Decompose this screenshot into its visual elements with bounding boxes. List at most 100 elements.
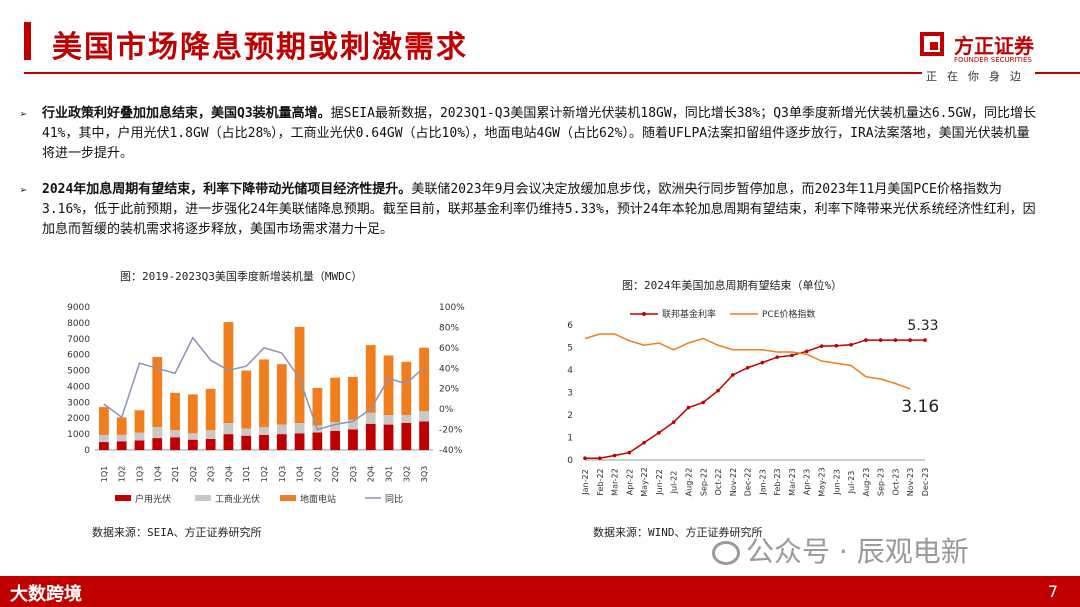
x-tick-label: 1Q3: [135, 466, 144, 482]
bar-segment: [99, 434, 109, 443]
watermark: 公众号 · 辰观电新: [712, 530, 969, 570]
x-tick-label: 3Q1: [385, 466, 394, 482]
data-point: [627, 450, 632, 455]
bar-segment: [116, 417, 127, 435]
bar-segment: [99, 407, 109, 435]
x-tick-label: Apr-22: [625, 469, 634, 495]
pce-annotation: 3.16: [901, 397, 939, 417]
series-line: [585, 339, 925, 459]
bar-segment: [419, 347, 429, 412]
bar-segment: [383, 355, 394, 416]
left-figure-title: 图：2019-2023Q3美国季度新增装机量（MWDC）: [120, 270, 363, 283]
y2-tick-label: 80%: [439, 323, 459, 333]
paragraph-1-lead: 行业政策利好叠加加息结束，美国Q3装机量高增。: [42, 106, 331, 121]
x-tick-label: Jun-22: [655, 469, 664, 496]
bar-segment: [348, 429, 358, 450]
x-tick-label: Sep-22: [699, 468, 708, 496]
x-tick-label: May-23: [818, 467, 827, 496]
bar-segment: [241, 428, 252, 436]
bar-segment: [241, 435, 252, 450]
y2-tick-label: -40%: [439, 446, 463, 456]
bar-segment: [223, 434, 234, 450]
bar-segment: [152, 438, 163, 450]
y2-tick-label: 40%: [439, 364, 459, 374]
y-tick-label: 6000: [67, 351, 90, 361]
bar-segment: [401, 415, 412, 423]
y-tick-label: 8000: [67, 319, 90, 329]
legend-label: 户用光伏: [135, 493, 171, 505]
data-point: [671, 420, 676, 424]
x-tick-label: May-22: [640, 467, 649, 496]
bar-segment: [401, 361, 412, 416]
bar-segment: [241, 370, 252, 429]
bar-segment: [312, 432, 323, 450]
footer-logo: 大数跨境: [10, 584, 82, 605]
x-tick-label: 1Q1: [100, 466, 109, 482]
y-tick-label: 9000: [67, 303, 90, 313]
x-tick-label: 2Q1: [313, 466, 322, 482]
bar-segment: [365, 412, 376, 424]
y-tick-label: 0: [84, 446, 90, 456]
x-tick-label: 2Q3: [349, 466, 358, 482]
bar-segment: [205, 388, 216, 431]
x-tick-label: 2Q4: [367, 466, 376, 482]
slogan: 正在你身边: [922, 68, 1035, 84]
bar-segment: [187, 433, 198, 440]
x-tick-label: Jan-22: [581, 469, 590, 495]
x-tick-label: 2Q1: [171, 466, 180, 482]
data-point: [834, 343, 839, 348]
bar-segment: [99, 442, 109, 450]
y-tick-label: 0: [567, 456, 573, 466]
bar-segment: [294, 433, 305, 450]
legend-label: 同比: [385, 493, 403, 505]
x-tick-label: Oct-22: [714, 469, 723, 496]
paragraph-2-lead: 2024年加息周期有望结束，利率下降带动光储项目经济性提升。: [42, 182, 412, 197]
bar-segment: [419, 411, 429, 422]
x-tick-label: 2Q2: [189, 466, 198, 482]
data-point: [686, 405, 691, 410]
data-point: [804, 349, 809, 354]
y2-tick-label: 20%: [439, 385, 459, 395]
bar-segment: [259, 359, 269, 427]
data-point: [864, 338, 868, 342]
x-tick-label: Dec-23: [921, 468, 930, 497]
y-tick-label: 3: [567, 389, 573, 399]
bar-segment: [116, 441, 127, 450]
bar-segment: [312, 388, 323, 426]
bar-segment: [348, 419, 358, 430]
bar-segment: [205, 438, 216, 450]
data-point: [657, 430, 661, 435]
data-point: [819, 344, 824, 348]
x-tick-label: Mar-22: [611, 468, 620, 496]
data-point: [745, 365, 750, 370]
bar-segment: [152, 357, 163, 427]
y-tick-label: 1000: [67, 430, 90, 440]
data-point: [612, 453, 617, 458]
installs-chart: 0 1000 2000 3000 4000 5000 6000 7000 8000 9000 -40…: [67, 303, 465, 505]
bar-segment: [223, 322, 234, 423]
footer-bar: 大数跨境 7: [0, 576, 1080, 607]
y2-tick-label: 0%: [439, 405, 454, 415]
bar-segment: [383, 424, 394, 450]
bar-segment: [365, 423, 376, 450]
data-point: [583, 456, 587, 460]
yoy-line: [103, 336, 425, 431]
fed-rate-annotation: 5.33: [907, 318, 938, 334]
logo-mark-icon: [920, 32, 944, 56]
page-number: 7: [1047, 582, 1058, 601]
bar-segment: [134, 432, 145, 441]
bullet-arrow-icon: ➢: [20, 183, 28, 197]
data-point: [908, 338, 913, 342]
right-figure-source: 数据来源：WIND、方正证券研究所: [593, 526, 763, 539]
x-tick-label: 1Q2: [260, 466, 269, 482]
y-tick-label: 7000: [67, 335, 90, 345]
data-point: [849, 343, 853, 347]
x-tick-label: 1Q2: [118, 466, 127, 482]
x-tick-label: 1Q1: [242, 466, 251, 482]
rates-chart: 0 1 2 3 4 5 6 Jan-22 Feb-22 Mar-22 Apr-22 May-22 Jun…: [567, 308, 939, 497]
logo-text-en: FOUNDER SECURITIES: [954, 56, 1032, 64]
x-tick-label: 2Q4: [224, 466, 233, 482]
bar-segment: [170, 392, 180, 431]
data-point: [731, 373, 735, 377]
bar-segment: [276, 434, 287, 450]
